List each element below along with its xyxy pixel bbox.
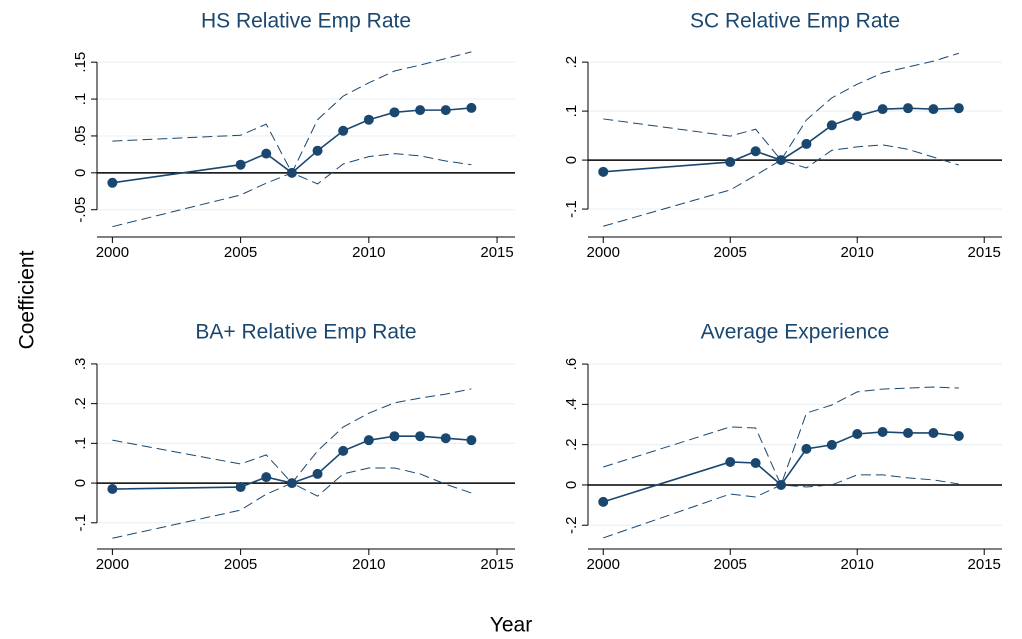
y-tick-label: -.1 (72, 514, 89, 532)
y-tick-label: 0 (72, 479, 89, 487)
point (338, 445, 349, 456)
x-tick-label: 2015 (480, 556, 513, 573)
point (389, 107, 400, 118)
point (261, 472, 272, 483)
y-tick-label: .15 (72, 52, 89, 73)
point (852, 110, 863, 121)
x-tick-label: 2005 (224, 556, 257, 573)
y-tick-label: .6 (563, 358, 580, 371)
y-tick-label: .1 (563, 105, 580, 118)
x-axis-title: Year (490, 614, 532, 637)
ci-line (603, 52, 959, 161)
chart-title: HS Relative Emp Rate (201, 10, 411, 33)
point (826, 439, 837, 450)
x-tick-label: 2010 (352, 244, 385, 261)
x-tick-label: 2015 (968, 244, 1001, 261)
point (953, 103, 964, 114)
x-tick-label: 2005 (714, 244, 747, 261)
point (440, 105, 451, 116)
point (903, 427, 914, 438)
ci-line (112, 467, 472, 539)
series-line (602, 431, 959, 503)
ci-line (112, 153, 472, 228)
x-tick-label: 2000 (587, 556, 620, 573)
x-tick-label: 2010 (841, 244, 874, 261)
x-tick-label: 2005 (224, 244, 257, 261)
point (801, 443, 812, 454)
y-tick-label: .05 (72, 126, 89, 147)
ci-line (603, 474, 959, 539)
point (877, 426, 888, 437)
y-tick-label: .4 (563, 398, 580, 411)
point (953, 430, 964, 441)
x-tick-label: 2000 (96, 244, 129, 261)
point (750, 457, 761, 468)
chart-title: SC Relative Emp Rate (690, 10, 900, 33)
point (415, 431, 426, 442)
point (750, 146, 761, 157)
x-tick-label: 2005 (714, 556, 747, 573)
point (312, 145, 323, 156)
point (928, 104, 939, 115)
point (877, 104, 888, 115)
ci-line (112, 388, 472, 484)
point (598, 496, 609, 507)
point (107, 484, 118, 495)
x-tick-label: 2015 (480, 244, 513, 261)
point (415, 105, 426, 116)
point (725, 157, 736, 168)
y-tick-label: -.05 (72, 197, 89, 223)
y-tick-label: .2 (563, 56, 580, 69)
ci-line (603, 144, 959, 227)
ci-line (603, 386, 959, 487)
y-axis-title: Coefficient (16, 250, 39, 349)
y-tick-label: 0 (563, 156, 580, 164)
point (725, 456, 736, 467)
point (466, 102, 477, 113)
point (107, 177, 118, 188)
point (235, 482, 246, 493)
y-tick-label: .1 (72, 93, 89, 106)
x-tick-label: 2010 (841, 556, 874, 573)
chart-title: Average Experience (701, 321, 890, 344)
point (903, 103, 914, 114)
y-tick-label: 0 (72, 169, 89, 177)
x-tick-label: 2000 (587, 244, 620, 261)
point (312, 468, 323, 479)
point (363, 435, 374, 446)
y-tick-label: -.1 (563, 200, 580, 218)
point (389, 431, 400, 442)
point (261, 148, 272, 159)
point (598, 166, 609, 177)
x-tick-label: 2010 (352, 556, 385, 573)
x-tick-label: 2015 (968, 556, 1001, 573)
y-tick-label: .2 (72, 397, 89, 410)
point (235, 159, 246, 170)
point (928, 427, 939, 438)
point (776, 155, 787, 166)
ci-line (112, 51, 472, 174)
point (440, 433, 451, 444)
y-tick-label: -.2 (563, 516, 580, 534)
point (466, 435, 477, 446)
point (363, 114, 374, 125)
point (801, 138, 812, 149)
y-tick-label: .2 (563, 438, 580, 451)
point (338, 125, 349, 136)
chart-title: BA+ Relative Emp Rate (195, 321, 416, 344)
y-tick-label: .3 (72, 358, 89, 371)
y-tick-label: 0 (563, 481, 580, 489)
point (852, 428, 863, 439)
y-tick-label: .1 (72, 437, 89, 450)
x-tick-label: 2000 (96, 556, 129, 573)
point (826, 120, 837, 131)
